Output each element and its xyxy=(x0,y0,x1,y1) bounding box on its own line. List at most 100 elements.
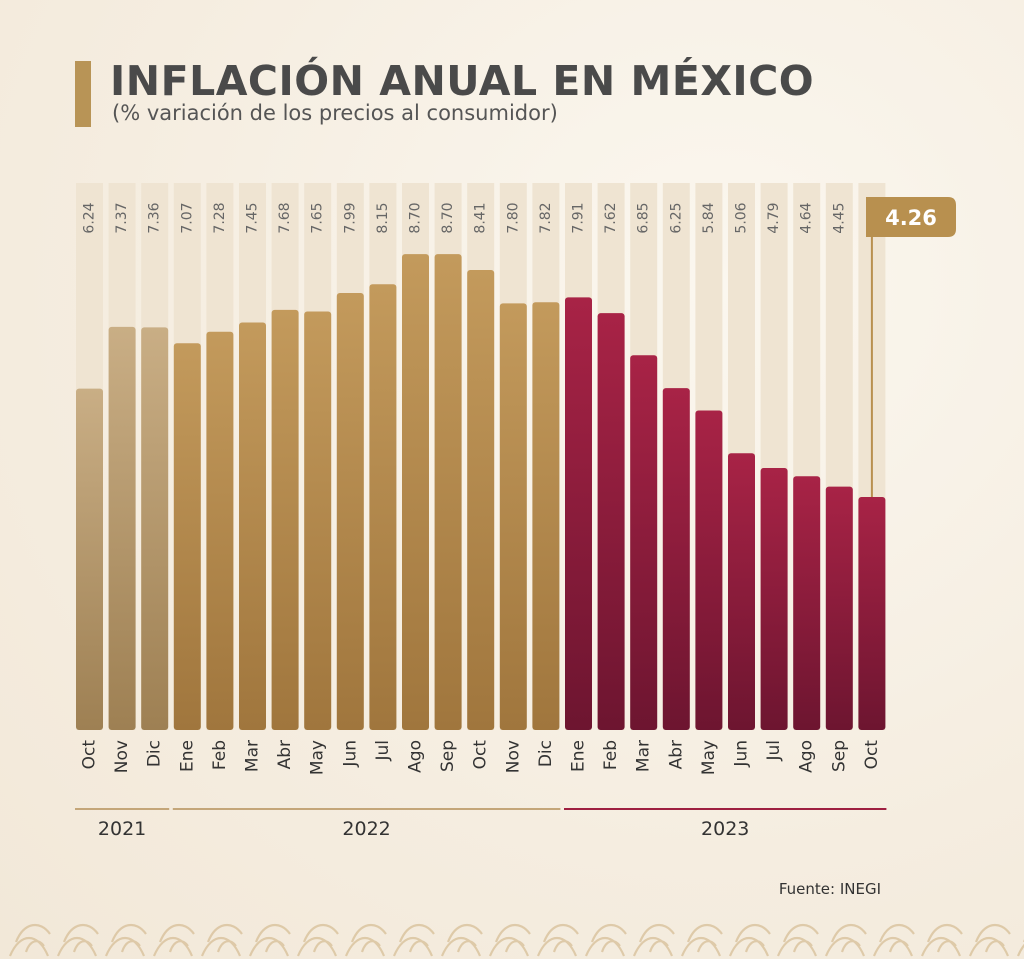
pattern-ornament xyxy=(872,924,915,957)
bar xyxy=(76,388,103,730)
month-label: May xyxy=(699,740,719,775)
bar xyxy=(499,303,527,730)
month-label: Ene xyxy=(569,740,589,772)
value-label: 7.62 xyxy=(603,202,619,233)
month-label: Abr xyxy=(666,740,686,769)
value-label: 8.70 xyxy=(408,202,424,233)
chart-title: INFLACIÓN ANUAL EN MÉXICO xyxy=(110,57,815,105)
pattern-ornament xyxy=(344,924,387,957)
bar xyxy=(695,410,723,730)
bar xyxy=(402,254,429,731)
month-label: Oct xyxy=(471,740,491,770)
pattern-ornament xyxy=(200,924,243,957)
value-label: 5.06 xyxy=(734,202,750,233)
callout-box xyxy=(866,197,956,237)
month-label: Ago xyxy=(406,740,426,773)
value-label: 4.45 xyxy=(831,202,847,233)
pattern-ornament xyxy=(248,924,291,957)
bar xyxy=(141,327,169,730)
bar xyxy=(271,309,299,730)
pattern-ornament xyxy=(8,924,51,957)
value-label: 8.41 xyxy=(473,202,489,233)
inflation-bar-chart: 6.24 7.37 7.36 7.07 7.28 7.45 7.68 7.65 7.99 8.15… xyxy=(75,183,956,840)
value-label: 7.07 xyxy=(179,202,195,233)
year-label: 2021 xyxy=(98,818,146,840)
month-label: Dic xyxy=(145,740,165,767)
pattern-ornament xyxy=(728,924,771,957)
bar xyxy=(173,343,201,730)
value-label: 4.79 xyxy=(766,202,782,233)
month-label: Feb xyxy=(210,740,230,770)
month-label: Ago xyxy=(797,740,817,773)
year-label: 2022 xyxy=(342,818,390,840)
bar xyxy=(532,302,560,730)
bar xyxy=(760,467,788,730)
month-label: Oct xyxy=(80,740,100,770)
month-label: Dic xyxy=(536,740,556,767)
bar xyxy=(597,313,625,730)
chart-subtitle: (% variación de los precios al consumido… xyxy=(112,101,558,125)
pattern-ornament xyxy=(824,924,867,957)
pattern-ornament xyxy=(632,924,675,957)
decorative-pattern xyxy=(8,924,1024,957)
value-label: 7.37 xyxy=(114,202,130,233)
month-label: Mar xyxy=(243,740,263,772)
value-label: 7.80 xyxy=(505,202,521,233)
month-label: Feb xyxy=(601,740,621,770)
bar xyxy=(206,331,234,730)
bar xyxy=(662,388,690,730)
pattern-ornament xyxy=(488,924,531,957)
bar xyxy=(858,496,886,730)
month-label: Jul xyxy=(764,740,784,762)
month-label: Sep xyxy=(438,740,458,772)
bar xyxy=(369,284,397,730)
value-label: 7.36 xyxy=(147,202,163,233)
pattern-ornament xyxy=(440,924,483,957)
month-label: Jun xyxy=(732,740,752,768)
pattern-ornament xyxy=(920,924,963,957)
pattern-ornament xyxy=(56,924,99,957)
bar xyxy=(793,476,821,730)
value-label: 7.28 xyxy=(212,202,228,233)
value-label: 6.24 xyxy=(82,202,98,233)
month-label: Jun xyxy=(340,740,360,768)
value-label: 6.25 xyxy=(668,202,684,233)
title-accent-bar xyxy=(75,61,91,127)
bar xyxy=(434,254,462,731)
month-label: Abr xyxy=(275,740,295,769)
month-label: Jul xyxy=(373,740,393,762)
bar xyxy=(630,355,658,730)
month-label: Mar xyxy=(634,740,654,772)
value-label: 8.70 xyxy=(440,202,456,233)
bar xyxy=(336,292,364,730)
pattern-ornament xyxy=(584,924,627,957)
bar xyxy=(565,297,592,730)
bar xyxy=(304,311,332,730)
value-label: 7.99 xyxy=(342,202,358,233)
pattern-ornament xyxy=(776,924,819,957)
bar xyxy=(467,269,495,730)
source-note: Fuente: INEGI xyxy=(778,880,881,898)
value-label: 7.45 xyxy=(245,202,261,233)
value-label: 5.84 xyxy=(701,202,717,233)
value-label: 6.85 xyxy=(636,202,652,233)
pattern-ornament xyxy=(968,924,1011,957)
value-label: 7.82 xyxy=(538,202,554,233)
pattern-ornament xyxy=(152,924,195,957)
month-label: Sep xyxy=(829,740,849,772)
pattern-ornament xyxy=(536,924,579,957)
pattern-ornament xyxy=(392,924,435,957)
month-label: May xyxy=(308,740,328,775)
bar xyxy=(825,486,853,730)
bar xyxy=(728,453,755,730)
month-label: Oct xyxy=(862,740,882,770)
pattern-ornament xyxy=(104,924,147,957)
month-label: Nov xyxy=(112,740,132,773)
bar xyxy=(239,322,266,730)
value-label: 4.64 xyxy=(799,202,815,233)
callout-value: 4.26 xyxy=(885,206,937,230)
value-label: 7.68 xyxy=(277,202,293,233)
year-label: 2023 xyxy=(701,818,749,840)
pattern-ornament xyxy=(1016,939,1024,957)
value-label: 7.91 xyxy=(571,202,587,233)
